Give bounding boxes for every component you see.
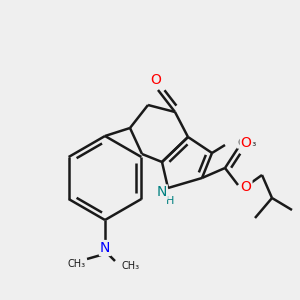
- Text: O: O: [151, 73, 161, 87]
- Text: CH₃: CH₃: [122, 261, 140, 271]
- Text: O: O: [241, 180, 251, 194]
- Text: H: H: [166, 196, 174, 206]
- Text: O: O: [241, 136, 251, 150]
- Text: N: N: [157, 185, 167, 199]
- Text: N: N: [100, 241, 110, 255]
- Text: CH₃: CH₃: [237, 138, 256, 148]
- Text: CH₃: CH₃: [68, 259, 86, 269]
